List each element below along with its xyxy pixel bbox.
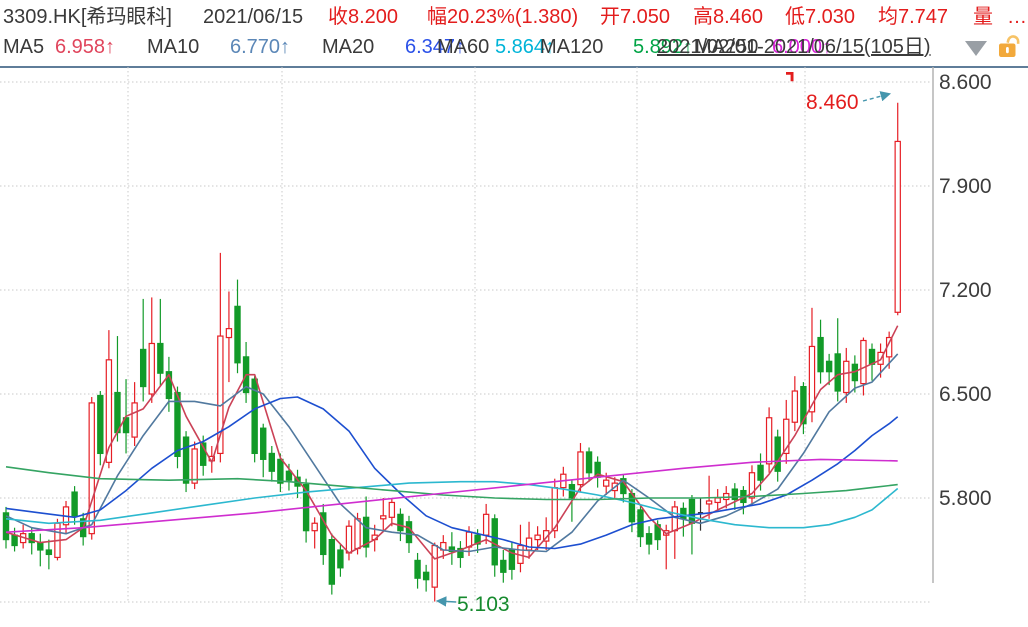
ma-value-ma60: 5.864↑ xyxy=(495,36,556,58)
trade-date: 2021/06/15 xyxy=(203,6,304,28)
stock-symbol: 3309.HK[希玛眼科] xyxy=(3,6,172,28)
annotations-layer: 8.460 5.103 xyxy=(435,72,892,616)
stat-收: 收8.200 xyxy=(328,6,399,28)
y-axis: 8.600 7.900 7.200 6.500 5.800 xyxy=(932,67,992,583)
price-annotation-low: 5.103 xyxy=(457,593,510,616)
stat-低: 低7.030 xyxy=(785,6,856,28)
ma-label-ma250: MA250 xyxy=(695,36,759,58)
stat-高: 高8.460 xyxy=(693,6,764,28)
ma-value-ma250: 6.000↑ xyxy=(772,36,833,58)
stat-均: 均7.747 xyxy=(878,6,949,28)
event-marker xyxy=(786,72,794,82)
ma-line-ma60 xyxy=(5,480,899,529)
ma-line-ma250 xyxy=(5,458,898,533)
ma-value-ma120: 5.892↑ xyxy=(633,36,694,58)
y-tick-7.900: 7.900 xyxy=(939,175,992,198)
ma-label-ma120: MA120 xyxy=(540,36,604,58)
ma-label-ma20: MA20 xyxy=(322,36,375,58)
y-tick-6.500: 6.500 xyxy=(939,383,992,406)
ma-label-ma10: MA10 xyxy=(147,36,200,58)
y-tick-8.600: 8.600 xyxy=(939,71,992,94)
ma-line-ma120 xyxy=(5,466,898,501)
stat-幅: 幅20.23%(1.380) xyxy=(427,6,579,28)
ma-label-ma5: MA5 xyxy=(3,36,45,58)
ma-line-ma20 xyxy=(5,396,899,550)
ma-lines-layer xyxy=(5,325,899,560)
chevron-down-icon[interactable] xyxy=(965,41,987,56)
ma-label-ma60: MA60 xyxy=(437,36,490,58)
stat-开: 开7.050 xyxy=(600,6,671,28)
ma-value-ma5: 6.958↑ xyxy=(55,36,116,58)
date-range-selector[interactable]: 2021/02/01-2021/06/15(105日) xyxy=(657,36,931,58)
grid-lines xyxy=(0,66,1028,603)
ma-line-ma5 xyxy=(5,325,899,560)
stat-量: 量 xyxy=(973,6,993,28)
ma-value-ma20: 6.347↑ xyxy=(405,36,466,58)
y-tick-7.200: 7.200 xyxy=(939,279,992,302)
stats-ellipsis: … xyxy=(1007,6,1027,28)
ma-line-ma10 xyxy=(5,353,899,553)
unlock-icon[interactable] xyxy=(996,34,1024,60)
y-tick-5.800: 5.800 xyxy=(939,487,992,510)
price-annotation-high: 8.460 xyxy=(806,91,859,114)
ma-value-ma10: 6.770↑ xyxy=(230,36,291,58)
